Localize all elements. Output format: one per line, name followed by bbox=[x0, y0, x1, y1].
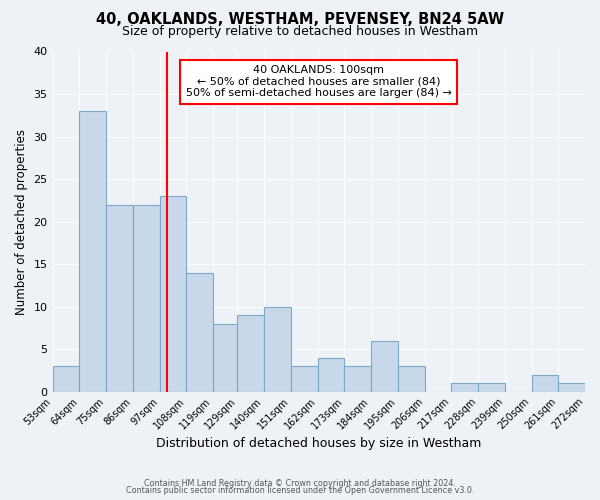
Bar bbox=[53, 366, 79, 392]
Bar bbox=[532, 374, 558, 392]
Bar bbox=[79, 111, 106, 392]
Bar bbox=[478, 383, 505, 392]
Bar bbox=[371, 340, 398, 392]
Bar bbox=[264, 306, 291, 392]
Text: 40 OAKLANDS: 100sqm  
← 50% of detached houses are smaller (84)
50% of semi-deta: 40 OAKLANDS: 100sqm ← 50% of detached ho… bbox=[186, 65, 452, 98]
Bar bbox=[291, 366, 317, 392]
Bar bbox=[133, 204, 160, 392]
Bar bbox=[238, 315, 264, 392]
Bar bbox=[344, 366, 371, 392]
Y-axis label: Number of detached properties: Number of detached properties bbox=[15, 128, 28, 314]
X-axis label: Distribution of detached houses by size in Westham: Distribution of detached houses by size … bbox=[156, 437, 481, 450]
Bar bbox=[186, 272, 213, 392]
Bar bbox=[213, 324, 238, 392]
Text: Contains public sector information licensed under the Open Government Licence v3: Contains public sector information licen… bbox=[126, 486, 474, 495]
Text: 40, OAKLANDS, WESTHAM, PEVENSEY, BN24 5AW: 40, OAKLANDS, WESTHAM, PEVENSEY, BN24 5A… bbox=[96, 12, 504, 28]
Bar bbox=[317, 358, 344, 392]
Bar bbox=[398, 366, 425, 392]
Text: Size of property relative to detached houses in Westham: Size of property relative to detached ho… bbox=[122, 25, 478, 38]
Bar bbox=[106, 204, 133, 392]
Bar bbox=[558, 383, 585, 392]
Bar bbox=[160, 196, 186, 392]
Bar bbox=[451, 383, 478, 392]
Text: Contains HM Land Registry data © Crown copyright and database right 2024.: Contains HM Land Registry data © Crown c… bbox=[144, 478, 456, 488]
